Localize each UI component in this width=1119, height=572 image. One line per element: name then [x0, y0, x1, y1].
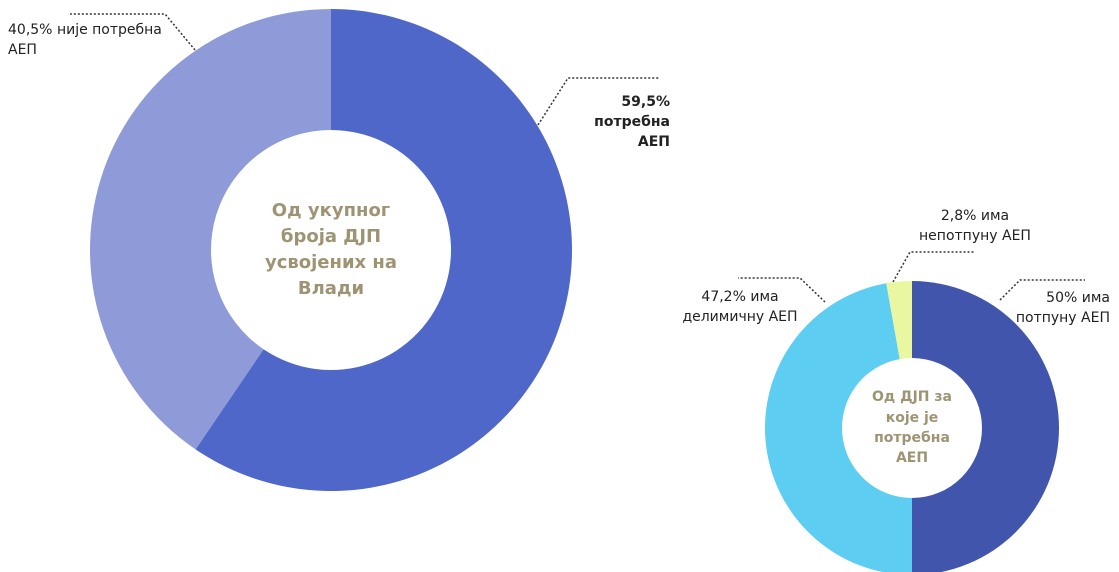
donut-slice — [765, 283, 912, 572]
slice-name: има непотпуну АЕП — [919, 208, 1031, 244]
donut-slice — [912, 281, 1059, 572]
value-label: 47,2% — [701, 289, 746, 305]
slice-label: 59,5% потребна АЕП — [560, 92, 670, 152]
value-label: 50% — [1046, 290, 1078, 306]
value-label: 59,5% — [621, 94, 670, 110]
center-title: Од ДЈП за које је потребна АЕП — [872, 389, 952, 467]
leader-line — [537, 77, 660, 126]
slice-label: 2,8% има непотпуну АЕП — [900, 206, 1050, 246]
slice-label: 40,5% није потребна АЕП — [8, 20, 188, 60]
center-title: Од укупног броја ДЈП усвојених на Влади — [264, 199, 398, 300]
center-text: Од укупног броја ДЈП усвојених на Влади — [241, 130, 421, 370]
slice-name: има потпуну АЕП — [1015, 290, 1110, 326]
center-text: Од ДЈП за које је потребна АЕП — [857, 358, 967, 498]
slice-name: није потребна АЕП — [8, 22, 162, 58]
leader-line — [892, 251, 975, 283]
donut-slice — [89, 9, 331, 450]
value-label: 2,8% — [940, 208, 977, 224]
slice-name: има делимичну АЕП — [682, 289, 798, 325]
value-label: 40,5% — [8, 22, 53, 38]
donut-slice — [195, 9, 573, 491]
slice-label: 47,2% има делимичну АЕП — [680, 287, 800, 327]
leader-line — [999, 279, 1085, 301]
slice-name: потребна АЕП — [594, 114, 670, 150]
donut-slice — [886, 281, 912, 360]
slice-label: 50% има потпуну АЕП — [985, 288, 1110, 328]
